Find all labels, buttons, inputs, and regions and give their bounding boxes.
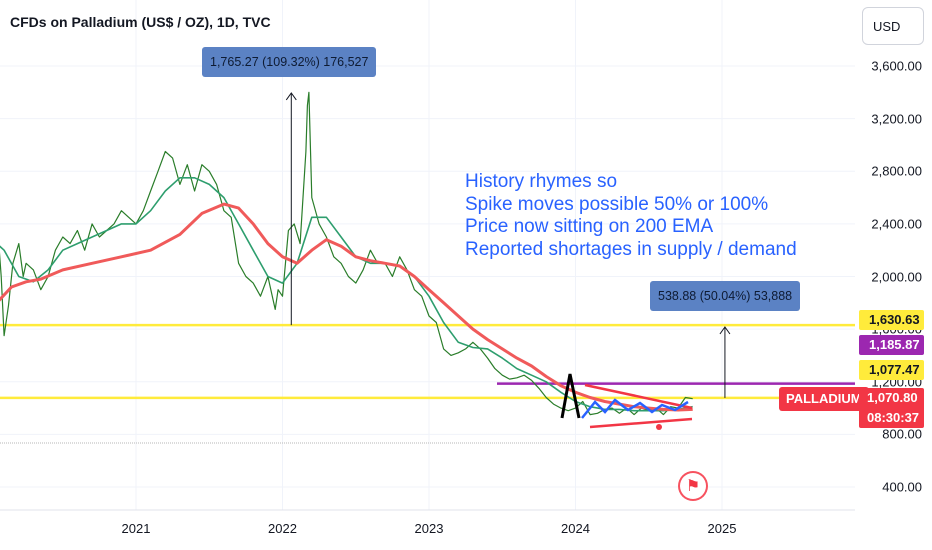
x-tick-label: 2021: [121, 521, 151, 536]
bar-countdown: 08:30:37: [867, 410, 920, 425]
level-label-high: 1,630.63: [859, 310, 924, 330]
annotation-line: Reported shortages in supply / demand: [465, 238, 797, 260]
x-tick-label: 2025: [707, 521, 737, 536]
y-tick-label: 800.00: [882, 426, 922, 442]
pattern-wave: [581, 398, 689, 419]
y-tick-label: 3,200.00: [871, 111, 922, 127]
y-tick-label: 2,800.00: [871, 163, 922, 179]
currency-button[interactable]: USD: [862, 7, 924, 45]
chart-title: CFDs on Palladium (US$ / OZ), 1D, TVC: [10, 14, 271, 30]
us-flag-icon[interactable]: ⚑: [678, 471, 708, 501]
annotation-note: History rhymes so Spike moves possible 5…: [465, 171, 797, 261]
flag-glyph: ⚑: [685, 478, 701, 495]
annotation-line: Price now sitting on 200 EMA: [465, 216, 714, 237]
series-ema200: [0, 202, 693, 412]
y-tick-label: 2,000.00: [871, 269, 922, 284]
spike-measure-label: 1,765.27 (109.32%) 176,527: [202, 47, 377, 77]
y-tick-label: 400.00: [882, 479, 922, 495]
projection-measure-label: 538.88 (50.04%) 53,888: [650, 281, 801, 311]
series-price: [0, 91, 693, 416]
symbol-tag: PALLADIUM: [779, 387, 869, 411]
y-tick-label: 2,400.00: [871, 216, 922, 232]
level-label-purple: 1,185.87: [859, 335, 924, 355]
pattern-lower-line: [589, 417, 693, 429]
last-price: 1,070.80: [867, 390, 918, 405]
x-tick-label: 2022: [268, 521, 297, 536]
measure-arrow-head: [285, 92, 297, 101]
level-label-low: 1,077.47: [859, 360, 924, 380]
last-price-badge: 1,070.80 08:30:37: [859, 388, 924, 428]
measure-arrow-head: [719, 326, 731, 335]
x-tick-label: 2023: [414, 521, 444, 536]
pattern-upper-line: [584, 383, 693, 410]
annotation-line: History rhymes so: [465, 171, 618, 192]
annotation-line: Spike moves possible 50% or 100%: [465, 193, 769, 215]
y-tick-label: 3,600.00: [871, 58, 922, 74]
pattern-point: [656, 424, 662, 430]
pattern-zigzag: [560, 373, 581, 419]
x-tick-label: 2024: [561, 521, 590, 536]
